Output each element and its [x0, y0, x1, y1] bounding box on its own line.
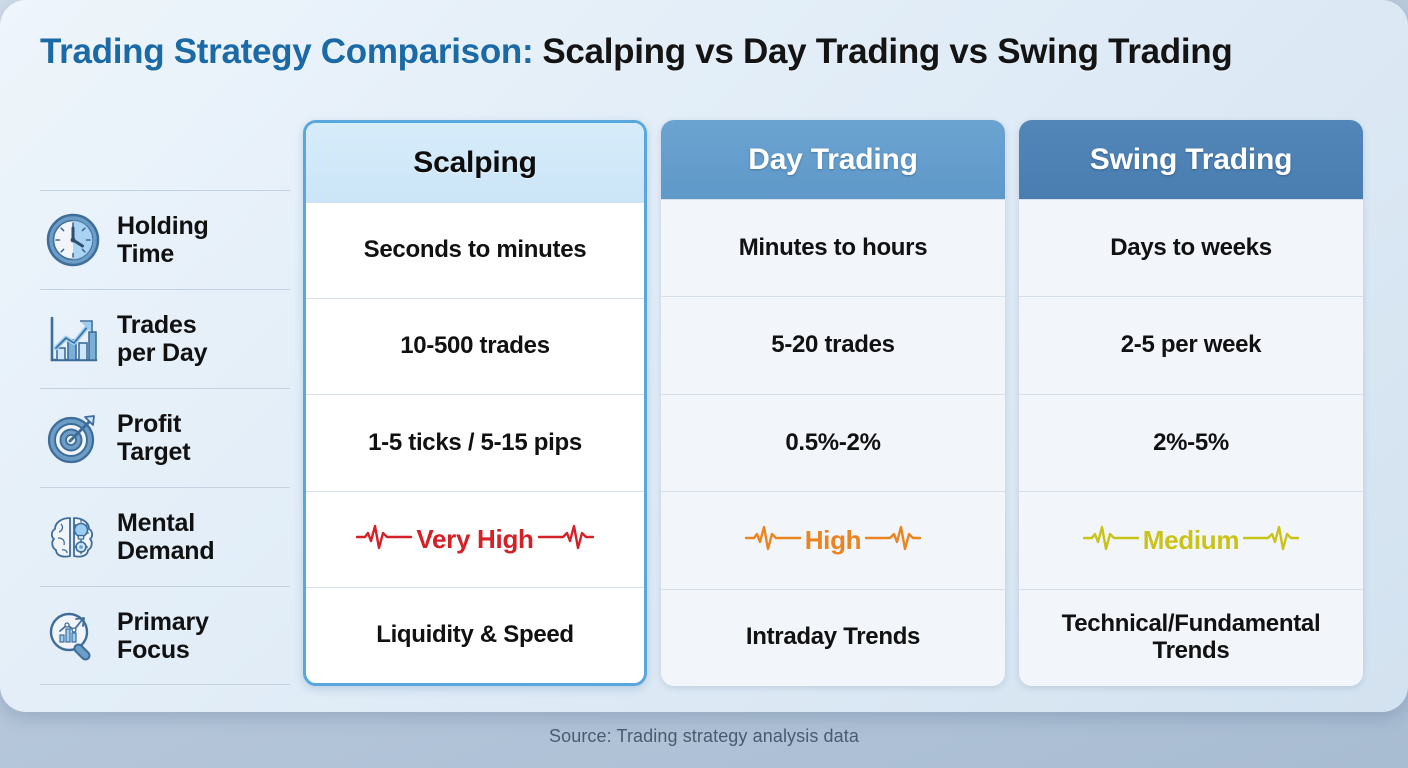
strategy-column-scalping[interactable]: Scalping Seconds to minutes 10-500 trade…: [303, 120, 647, 686]
label-row-primary-focus: Primary Focus: [40, 586, 290, 685]
column-title: Day Trading: [748, 142, 918, 176]
cell-swing-profit-target: 2%-5%: [1019, 393, 1363, 491]
label-row-text: Mental Demand: [117, 509, 215, 565]
column-header-scalping: Scalping: [306, 123, 644, 202]
cell-scalping-holding-time: Seconds to minutes: [306, 202, 644, 298]
cell-day-holding-time: Minutes to hours: [661, 199, 1005, 296]
page-title: Trading Strategy Comparison: Scalping vs…: [40, 26, 1370, 78]
cell-day-mental-demand: High: [661, 491, 1005, 588]
cell-scalping-primary-focus: Liquidity & Speed: [306, 586, 644, 683]
column-header-swing-trading: Swing Trading: [1019, 120, 1363, 199]
demand-level-text: High: [804, 524, 862, 555]
infographic-card: Trading Strategy Comparison: Scalping vs…: [0, 0, 1408, 712]
strategy-column-swing-trading[interactable]: Swing Trading Days to weeks 2-5 per week…: [1019, 120, 1363, 686]
pulse-icon-right: [865, 525, 922, 556]
label-row-profit-target: Profit Target: [40, 388, 290, 487]
cell-swing-holding-time: Days to weeks: [1019, 199, 1363, 296]
label-row-text: Profit Target: [117, 410, 191, 466]
pulse-icon-right: [537, 524, 594, 555]
target-arrow-icon: [43, 408, 103, 468]
pulse-icon-left: [1082, 525, 1139, 556]
cell-swing-mental-demand: Medium: [1019, 491, 1363, 588]
cell-scalping-profit-target: 1-5 ticks / 5-15 pips: [306, 394, 644, 490]
label-row-text: Trades per Day: [117, 311, 208, 367]
label-row-trades-per-day: Trades per Day: [40, 289, 290, 388]
label-row-holding-time: Holding Time: [40, 190, 290, 289]
strategy-column-day-trading[interactable]: Day Trading Minutes to hours 5-20 trades…: [661, 120, 1005, 686]
column-title: Swing Trading: [1089, 142, 1293, 176]
cell-day-primary-focus: Intraday Trends: [661, 588, 1005, 686]
title-accent-text: Trading Strategy Comparison:: [40, 32, 534, 71]
source-attribution: Source: Trading strategy analysis data: [549, 726, 859, 746]
magnifier-chart-icon: [43, 606, 103, 666]
pulse-icon-right: [1243, 525, 1300, 556]
label-row-mental-demand: Mental Demand: [40, 487, 290, 586]
pulse-icon-left: [744, 525, 801, 556]
demand-level-text: Medium: [1142, 524, 1240, 555]
cell-scalping-trades-per-day: 10-500 trades: [306, 298, 644, 394]
cell-day-trades-per-day: 5-20 trades: [661, 296, 1005, 393]
cell-swing-trades-per-day: 2-5 per week: [1019, 296, 1363, 393]
bar-chart-up-icon: [43, 309, 103, 369]
attribute-label-column: Holding Time Trades per Day: [40, 190, 290, 685]
column-title: Scalping: [413, 145, 537, 179]
clock-icon: [43, 210, 103, 270]
label-row-text: Primary Focus: [117, 607, 209, 664]
pulse-icon-left: [356, 524, 413, 555]
label-row-text: Holding Time: [117, 212, 209, 268]
demand-level-text: Very High: [416, 523, 534, 554]
brain-lightbulb-icon: [43, 507, 103, 567]
cell-swing-primary-focus: Technical/Fundamental Trends: [1019, 588, 1363, 686]
title-main-text: Scalping vs Day Trading vs Swing Trading: [542, 32, 1233, 71]
cell-scalping-mental-demand: Very High: [306, 490, 644, 587]
cell-day-profit-target: 0.5%-2%: [661, 393, 1005, 491]
column-header-day-trading: Day Trading: [661, 120, 1005, 199]
